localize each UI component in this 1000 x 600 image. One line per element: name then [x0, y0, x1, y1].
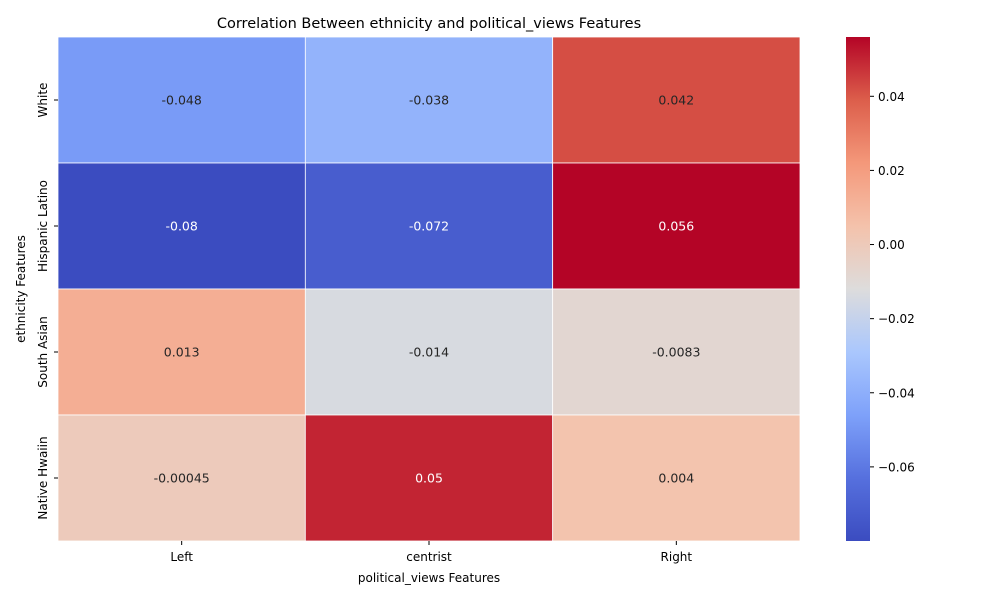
- y-tick-label: South Asian: [36, 316, 50, 387]
- heatmap-cell: [304, 36, 554, 164]
- cell-value-label: 0.056: [658, 219, 694, 234]
- x-tick-label: Right: [661, 550, 693, 564]
- colorbar-tick-label: 0.02: [878, 164, 905, 178]
- heatmap-cell: [552, 162, 801, 290]
- colorbar: [846, 37, 870, 541]
- y-axis-label: ethnicity Features: [14, 235, 28, 343]
- colorbar-tick-label: 0.00: [878, 238, 905, 252]
- x-axis-label: political_views Features: [358, 571, 500, 585]
- heatmap-cell: [304, 288, 554, 416]
- cell-value-label: -0.038: [409, 93, 449, 108]
- chart-title: Correlation Between ethnicity and politi…: [217, 16, 641, 32]
- cell-value-label: 0.004: [658, 471, 694, 486]
- y-tick-label: White: [36, 83, 50, 118]
- cell-value-label: -0.00045: [154, 471, 210, 486]
- cell-value-label: -0.014: [409, 345, 449, 360]
- cell-value-label: 0.013: [164, 345, 200, 360]
- cell-value-label: -0.048: [162, 93, 202, 108]
- y-axis: White Hispanic Latino South Asian Native Hw…: [36, 83, 58, 520]
- heatmap-cell: [57, 36, 306, 164]
- cell-value-label: -0.0083: [652, 345, 700, 360]
- heatmap-cell: [57, 288, 306, 416]
- colorbar-tick-label: −0.06: [878, 460, 915, 474]
- x-tick-label: Left: [170, 550, 193, 564]
- heatmap-cell: [304, 162, 554, 290]
- x-axis: Left centrist Right: [170, 541, 692, 564]
- heatmap-cell: [57, 162, 306, 290]
- colorbar-ticks: −0.06 −0.04 −0.02 0.00 0.02 0.04: [870, 90, 915, 474]
- x-tick-label: centrist: [406, 550, 452, 564]
- heatmap-cell: [552, 414, 801, 542]
- heatmap-cell: [57, 414, 306, 542]
- heatmap-cells: -0.048 -0.038 0.042 -0.08 -0.072 0.056 0.013 -0…: [57, 36, 801, 542]
- y-tick-label: Hispanic Latino: [36, 180, 50, 272]
- cell-value-label: 0.042: [658, 93, 694, 108]
- y-tick-label: Native Hwaiin: [36, 436, 50, 519]
- cell-value-label: 0.05: [415, 471, 443, 486]
- heatmap-cell: [552, 36, 801, 164]
- cell-value-label: -0.072: [409, 219, 449, 234]
- colorbar-tick-label: −0.04: [878, 386, 915, 400]
- colorbar-tick-label: 0.04: [878, 90, 905, 104]
- cell-value-label: -0.08: [165, 219, 197, 234]
- colorbar-tick-label: −0.02: [878, 312, 915, 326]
